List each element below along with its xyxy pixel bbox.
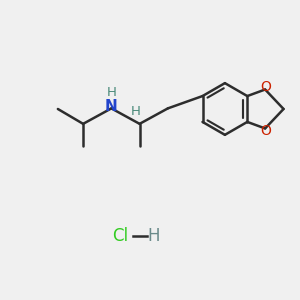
- Text: H: H: [147, 227, 160, 245]
- Text: H: H: [131, 105, 141, 118]
- Text: O: O: [260, 124, 271, 138]
- Text: H: H: [106, 86, 116, 99]
- Text: Cl: Cl: [112, 227, 128, 245]
- Text: N: N: [105, 98, 118, 113]
- Text: O: O: [260, 80, 271, 94]
